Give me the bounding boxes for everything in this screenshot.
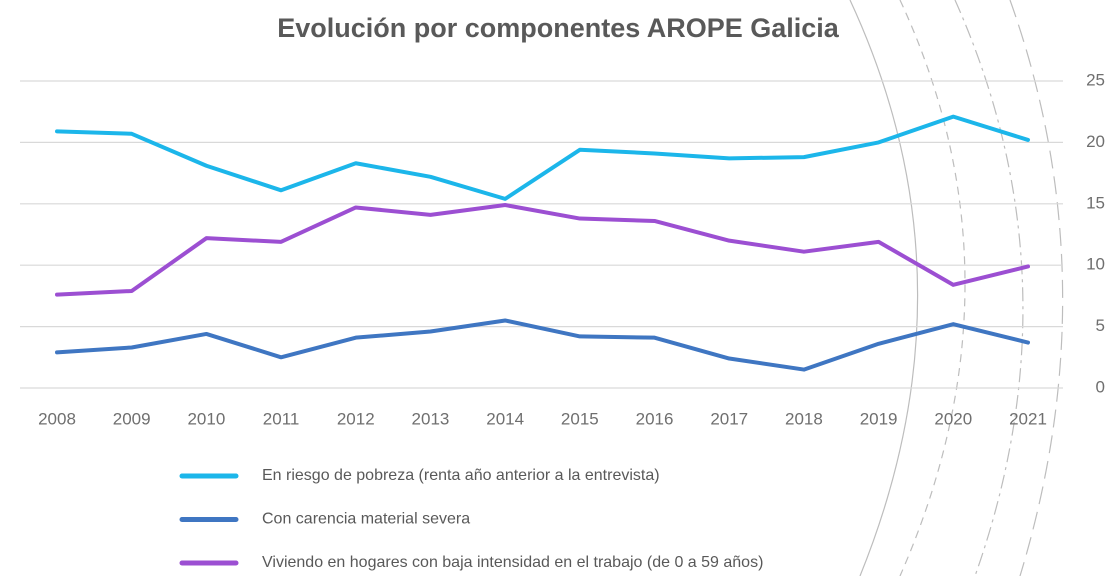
x-tick-label: 2009 xyxy=(113,409,151,428)
x-tick-label: 2019 xyxy=(860,409,898,428)
y-tick-label: 5 xyxy=(1096,316,1105,335)
arc xyxy=(954,0,1024,576)
y-tick-label: 25 xyxy=(1086,70,1105,89)
legend-label: Viviendo en hogares con baja intensidad … xyxy=(262,554,763,571)
series-line xyxy=(55,114,1030,201)
x-tick-label: 2018 xyxy=(785,409,823,428)
x-tick-label: 2014 xyxy=(486,409,524,428)
x-tick-label: 2010 xyxy=(187,409,225,428)
arc xyxy=(899,0,966,576)
decoration xyxy=(849,0,1064,576)
y-tick-label: 10 xyxy=(1086,255,1105,274)
y-tick-label: 15 xyxy=(1086,193,1105,212)
x-tick-label: 2013 xyxy=(412,409,450,428)
x-tick-label: 2008 xyxy=(38,409,76,428)
legend-label: Con carencia material severa xyxy=(262,511,470,528)
y-tick-label: 0 xyxy=(1096,377,1105,396)
x-tick-label: 2016 xyxy=(636,409,674,428)
x-tick-label: 2020 xyxy=(934,409,972,428)
x-tick-label: 2021 xyxy=(1009,409,1047,428)
chart-title: Evolución por componentes AROPE Galicia xyxy=(277,13,840,43)
y-tick-label: 20 xyxy=(1086,132,1105,151)
series-line xyxy=(55,203,1030,297)
x-tick-label: 2012 xyxy=(337,409,375,428)
x-tick-label: 2015 xyxy=(561,409,599,428)
legend-label: En riesgo de pobreza (renta año anterior… xyxy=(262,467,660,484)
x-tick-label: 2017 xyxy=(710,409,748,428)
series-line xyxy=(55,318,1030,372)
x-tick-label: 2011 xyxy=(263,409,300,428)
arc xyxy=(849,0,919,576)
arc xyxy=(1009,0,1064,576)
